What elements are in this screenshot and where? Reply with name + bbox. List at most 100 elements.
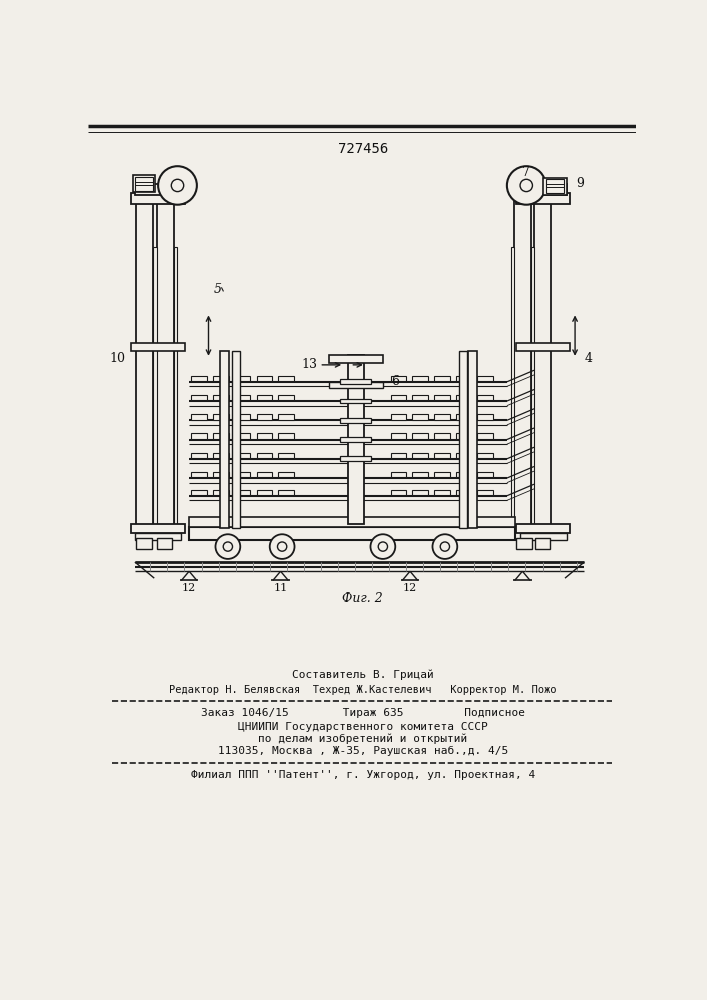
Bar xyxy=(213,472,228,477)
Bar xyxy=(174,247,177,524)
Bar xyxy=(213,376,228,381)
Circle shape xyxy=(520,179,532,192)
Bar xyxy=(235,414,250,420)
Bar xyxy=(546,179,564,193)
Bar xyxy=(391,433,406,439)
Circle shape xyxy=(507,166,546,205)
Bar xyxy=(391,453,406,458)
Bar xyxy=(434,490,450,495)
Bar xyxy=(135,177,153,191)
Bar xyxy=(434,472,450,477)
Bar xyxy=(412,433,428,439)
Bar xyxy=(257,472,272,477)
Bar xyxy=(412,472,428,477)
Circle shape xyxy=(158,166,197,205)
Bar xyxy=(434,433,450,439)
Bar xyxy=(235,453,250,458)
Circle shape xyxy=(171,179,184,192)
Bar xyxy=(520,184,566,195)
Bar xyxy=(192,433,207,439)
Bar xyxy=(192,472,207,477)
Bar xyxy=(477,395,493,400)
Circle shape xyxy=(223,542,233,551)
Bar xyxy=(412,453,428,458)
Bar xyxy=(153,247,156,524)
Bar xyxy=(131,524,185,533)
Bar xyxy=(459,351,467,528)
Bar xyxy=(131,343,185,351)
Text: 13: 13 xyxy=(301,358,317,371)
Circle shape xyxy=(440,542,450,551)
Bar xyxy=(213,490,228,495)
Bar xyxy=(235,472,250,477)
Bar xyxy=(340,418,371,423)
Bar xyxy=(456,433,472,439)
Text: 7: 7 xyxy=(522,166,530,179)
Bar xyxy=(516,343,571,351)
Bar xyxy=(189,527,515,540)
Bar xyxy=(235,490,250,495)
Bar xyxy=(510,247,514,524)
Circle shape xyxy=(277,542,287,551)
Bar xyxy=(534,538,550,549)
Bar xyxy=(189,517,515,527)
Circle shape xyxy=(270,534,295,559)
Bar xyxy=(477,472,493,477)
Bar xyxy=(391,472,406,477)
Bar xyxy=(534,201,551,528)
Bar xyxy=(456,395,472,400)
Bar xyxy=(412,490,428,495)
Bar xyxy=(192,490,207,495)
Bar xyxy=(477,414,493,420)
Bar xyxy=(136,538,152,549)
Text: Составитель В. Грицай: Составитель В. Грицай xyxy=(292,669,433,680)
Bar xyxy=(279,414,293,420)
Bar xyxy=(213,453,228,458)
Text: 11: 11 xyxy=(274,583,288,593)
Bar xyxy=(477,433,493,439)
Circle shape xyxy=(433,534,457,559)
Bar xyxy=(434,453,450,458)
Bar xyxy=(156,538,172,549)
Bar xyxy=(516,193,571,204)
Bar xyxy=(279,472,293,477)
Bar xyxy=(279,490,293,495)
Bar xyxy=(235,433,250,439)
Bar xyxy=(477,490,493,495)
Text: Редактор Н. Белявская  Техред Ж.Кастелевич   Корректор М. Пожо: Редактор Н. Белявская Техред Ж.Кастелеви… xyxy=(169,685,556,695)
Bar xyxy=(220,351,230,528)
Bar xyxy=(232,351,240,528)
Bar xyxy=(412,376,428,381)
Text: Заказ 1046/15        Тираж 635         Подписное: Заказ 1046/15 Тираж 635 Подписное xyxy=(201,708,525,718)
Text: 12: 12 xyxy=(182,583,197,593)
Bar xyxy=(391,490,406,495)
Bar xyxy=(412,414,428,420)
Bar xyxy=(391,395,406,400)
Bar xyxy=(135,533,182,540)
Bar xyxy=(131,193,185,204)
Bar xyxy=(257,453,272,458)
Bar xyxy=(456,376,472,381)
Bar xyxy=(391,376,406,381)
Bar xyxy=(279,433,293,439)
Text: ЦНИИПИ Государственного комитета СССР: ЦНИИПИ Государственного комитета СССР xyxy=(238,722,488,732)
Bar xyxy=(257,376,272,381)
Bar xyxy=(434,376,450,381)
Bar xyxy=(136,201,153,528)
Text: 6: 6 xyxy=(391,375,399,388)
Text: 113035, Москва , Ж-35, Раушская наб.,д. 4/5: 113035, Москва , Ж-35, Раушская наб.,д. … xyxy=(218,746,508,756)
Bar xyxy=(514,201,531,528)
Text: Фиг. 2: Фиг. 2 xyxy=(342,592,383,605)
Bar xyxy=(257,490,272,495)
Bar xyxy=(279,395,293,400)
Text: 727456: 727456 xyxy=(338,142,388,156)
Bar xyxy=(257,433,272,439)
Text: 12: 12 xyxy=(403,583,417,593)
Bar xyxy=(516,538,532,549)
Bar xyxy=(391,414,406,420)
Bar xyxy=(531,247,534,524)
Bar xyxy=(279,376,293,381)
Bar xyxy=(213,395,228,400)
Bar xyxy=(235,376,250,381)
Bar xyxy=(192,376,207,381)
